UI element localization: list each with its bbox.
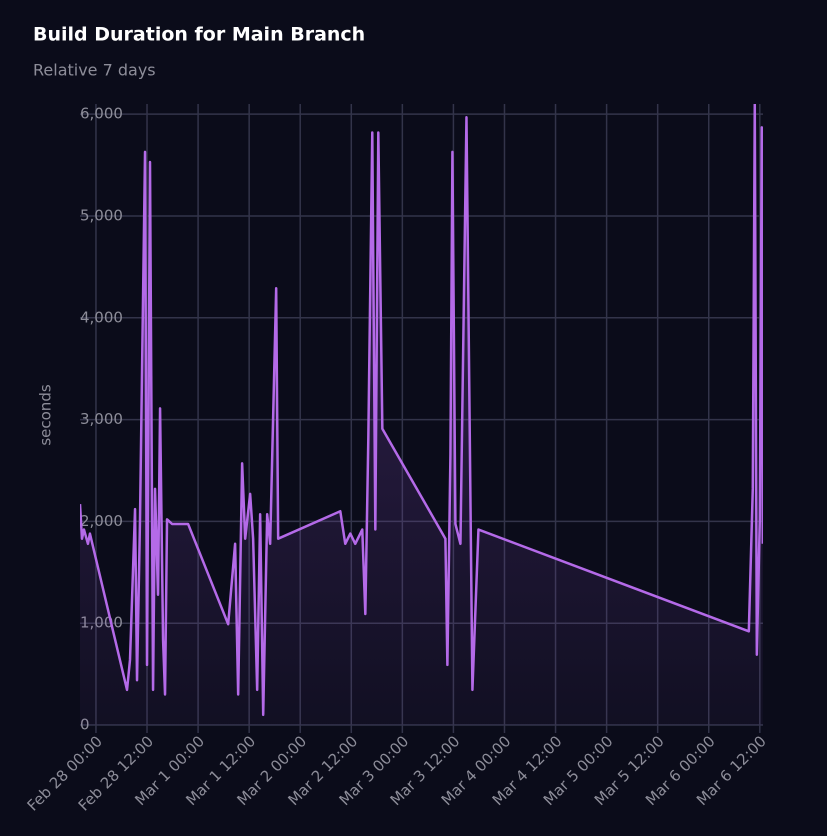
area-fill [80,104,763,725]
y-tick-label: 5,000 [80,206,123,224]
y-tick-label: 6,000 [80,105,123,123]
y-tick-label: 2,000 [80,512,123,530]
line [80,104,763,717]
y-tick-label: 4,000 [80,308,123,326]
y-tick-label: 3,000 [80,410,123,428]
chart-subtitle: Relative 7 days [33,61,156,80]
y-axis-label: seconds [37,384,55,445]
chart-title: Build Duration for Main Branch [33,24,365,46]
